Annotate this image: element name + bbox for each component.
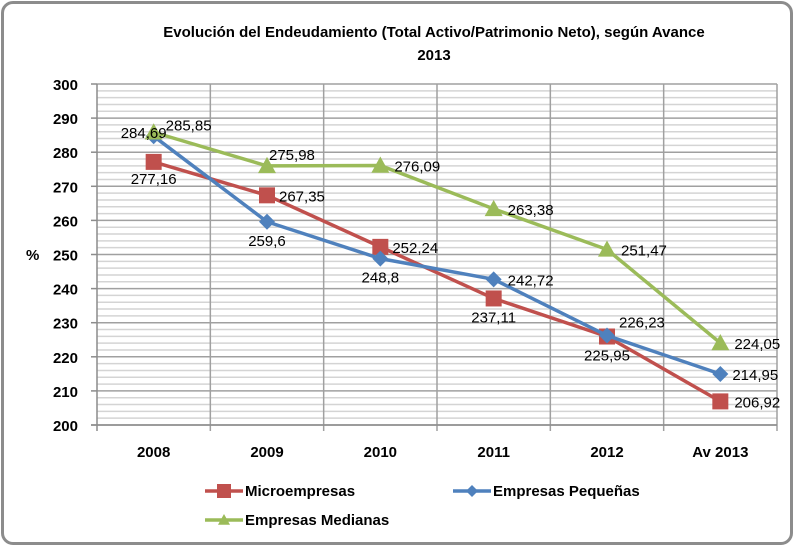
legend-item: Empresas Medianas <box>205 512 389 529</box>
x-tick-label: 2012 <box>590 444 623 461</box>
data-point-marker <box>259 213 275 230</box>
series-line <box>153 130 722 345</box>
y-tick-label: 240 <box>53 282 78 299</box>
data-label: 263,38 <box>508 202 554 219</box>
y-tick-label: 220 <box>53 350 78 367</box>
legend-marker <box>218 514 230 525</box>
data-point-marker <box>711 333 730 351</box>
legend-item: Empresas Pequeñas <box>453 483 640 500</box>
data-label: 224,05 <box>734 336 780 353</box>
data-point-marker <box>144 123 163 140</box>
y-tick-label: 210 <box>53 384 78 401</box>
data-label: 251,47 <box>621 242 667 259</box>
chart-title: Evolución del Endeudamiento (Total Activ… <box>163 24 704 41</box>
data-point-marker <box>258 156 276 174</box>
x-tick-label: 2010 <box>364 444 397 461</box>
data-label: 276,09 <box>394 159 440 176</box>
data-point-marker <box>485 271 502 288</box>
grid <box>97 83 778 431</box>
legend-item: Microempresas <box>205 483 355 500</box>
data-label: 275,98 <box>269 147 315 164</box>
data-point-marker <box>259 187 275 204</box>
data-point-marker <box>372 238 389 255</box>
data-label: 237,11 <box>471 309 516 326</box>
series-microempresas <box>145 153 729 410</box>
y-axis-label: % <box>26 247 39 264</box>
data-label: 252,24 <box>392 240 438 257</box>
x-tick-label: 2008 <box>137 444 170 461</box>
series-line <box>152 134 721 376</box>
y-tick-label: 250 <box>53 248 78 265</box>
data-point-marker <box>485 290 502 307</box>
data-label: 248,8 <box>362 270 400 287</box>
x-tick-label: Av 2013 <box>692 444 748 461</box>
chart-title-line2: 2013 <box>417 47 450 64</box>
legend-marker <box>466 485 478 497</box>
y-tick-label: 260 <box>53 213 78 230</box>
y-tick-label: 290 <box>53 111 78 128</box>
data-point-marker <box>599 327 615 344</box>
legend-label: Empresas Medianas <box>245 512 389 529</box>
legend-label: Empresas Pequeñas <box>493 483 640 500</box>
data-label: 259,6 <box>248 233 286 250</box>
legend-label: Microempresas <box>245 483 355 500</box>
x-tick-labels: 2008 2009 2010 2011 2012 Av 2013 <box>137 444 748 461</box>
data-label: 267,35 <box>279 188 325 205</box>
series-empresas-pequenas <box>145 128 729 383</box>
data-point-marker <box>371 156 390 173</box>
data-point-marker <box>484 199 503 217</box>
y-tick-labels: 200 210 220 230 240 250 260 270 280 290 300 <box>53 77 78 435</box>
data-point-marker <box>598 240 616 257</box>
axes <box>91 83 777 431</box>
data-labels: 277,16 267,35 252,24 237,11 225,95 206,92 284,… <box>121 117 781 411</box>
y-tick-label: 270 <box>53 179 78 196</box>
x-tick-label: 2011 <box>477 444 510 461</box>
data-label: 225,95 <box>584 348 630 365</box>
y-tick-label: 300 <box>53 77 78 94</box>
legend-marker <box>217 484 231 498</box>
data-point-marker <box>372 250 389 267</box>
series-group <box>144 123 730 410</box>
data-label: 277,16 <box>131 171 177 188</box>
y-tick-label: 230 <box>53 316 78 333</box>
data-point-marker <box>712 366 729 383</box>
y-tick-label: 280 <box>53 145 78 162</box>
data-point-marker <box>712 393 729 410</box>
legend: Microempresas Empresas Pequeñas Empresas M… <box>205 483 640 529</box>
data-label: 226,23 <box>619 315 665 332</box>
data-label: 214,95 <box>732 367 778 384</box>
data-label: 285,85 <box>166 117 212 134</box>
series-line <box>153 160 722 403</box>
data-label: 242,72 <box>508 272 554 289</box>
data-label: 206,92 <box>734 394 780 411</box>
data-label: 284,69 <box>121 125 167 142</box>
y-tick-label: 200 <box>53 418 78 435</box>
series-empresas-medianas <box>144 123 730 351</box>
x-tick-label: 2009 <box>250 444 283 461</box>
data-point-marker <box>145 153 162 170</box>
